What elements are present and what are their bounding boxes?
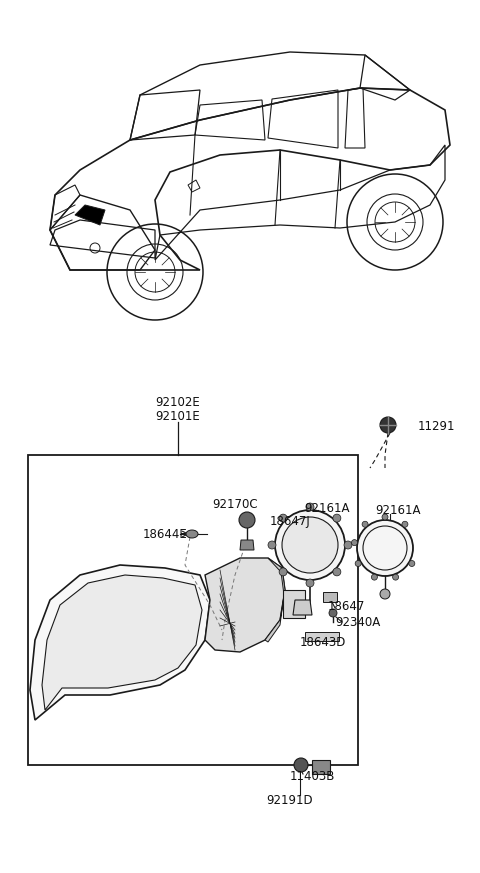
Circle shape [409, 560, 415, 567]
Polygon shape [240, 540, 254, 550]
Text: 11291: 11291 [418, 420, 456, 432]
Circle shape [306, 579, 314, 587]
Circle shape [351, 540, 358, 546]
Circle shape [239, 512, 255, 528]
Bar [283, 590, 305, 618]
Circle shape [393, 574, 398, 581]
Polygon shape [30, 565, 210, 720]
Circle shape [279, 567, 287, 576]
Text: 18643D: 18643D [300, 636, 347, 649]
Circle shape [362, 521, 368, 527]
Circle shape [333, 567, 341, 576]
Text: 92340A: 92340A [335, 615, 380, 629]
Text: 92191D: 92191D [267, 794, 313, 807]
Polygon shape [293, 600, 312, 615]
Circle shape [275, 510, 345, 580]
Circle shape [355, 560, 361, 567]
Text: 92161A: 92161A [375, 504, 420, 517]
Bar [305, 632, 339, 641]
Circle shape [329, 609, 337, 617]
Circle shape [402, 521, 408, 527]
Circle shape [279, 514, 287, 522]
Text: 92102E: 92102E [156, 396, 200, 409]
Text: 92101E: 92101E [156, 409, 200, 423]
Text: 92170C: 92170C [212, 498, 258, 512]
Circle shape [372, 574, 377, 581]
Text: 18647: 18647 [328, 601, 365, 614]
Text: 92161A: 92161A [304, 501, 349, 514]
Text: 11403B: 11403B [290, 769, 336, 782]
Polygon shape [75, 205, 105, 225]
Text: 18644E: 18644E [143, 527, 188, 540]
Circle shape [268, 541, 276, 549]
Ellipse shape [186, 530, 198, 538]
Circle shape [294, 758, 308, 772]
Bar [312, 760, 330, 774]
Polygon shape [265, 558, 285, 642]
Circle shape [382, 514, 388, 520]
Circle shape [380, 589, 390, 599]
Bar [28, 455, 358, 765]
Text: 18647J: 18647J [270, 514, 311, 527]
Circle shape [344, 541, 352, 549]
Polygon shape [205, 558, 285, 652]
Circle shape [282, 517, 338, 573]
Circle shape [306, 503, 314, 511]
Bar [323, 592, 337, 602]
Polygon shape [42, 575, 202, 710]
Circle shape [380, 417, 396, 433]
Circle shape [357, 520, 413, 576]
Circle shape [333, 514, 341, 522]
